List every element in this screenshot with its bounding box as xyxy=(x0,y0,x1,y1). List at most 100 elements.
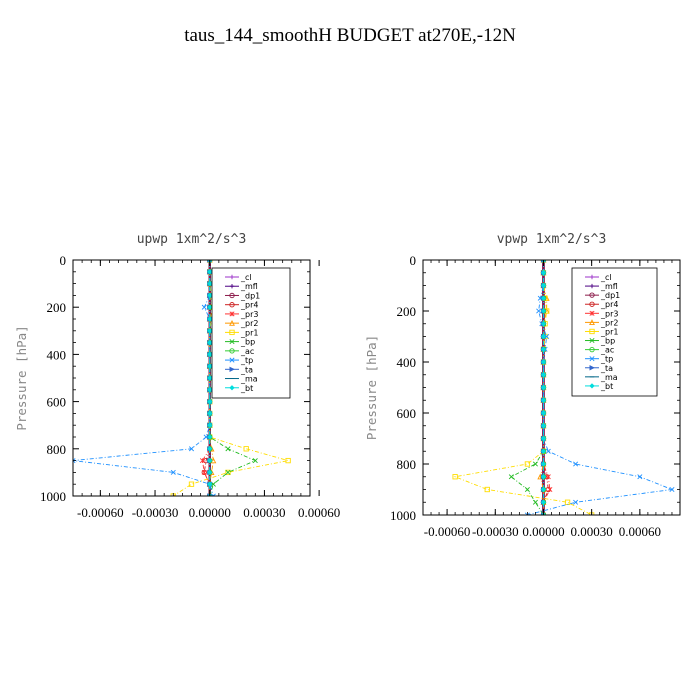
data-point-bt xyxy=(540,282,547,289)
data-point-bt xyxy=(207,280,213,287)
legend-label: _ta xyxy=(240,365,253,374)
data-point-bt xyxy=(540,474,547,480)
x-tick-label: -0.00060 xyxy=(77,505,124,520)
x-tick-label: 0.00030 xyxy=(571,524,613,539)
data-point-bp xyxy=(508,474,514,480)
legend-marker xyxy=(589,346,595,353)
data-point-pr3 xyxy=(547,486,553,493)
data-point-bt xyxy=(540,397,547,403)
legend-marker xyxy=(229,348,235,354)
data-point-bt xyxy=(207,398,213,405)
legend-marker xyxy=(229,292,235,299)
legend-marker xyxy=(589,283,595,289)
legend-marker xyxy=(229,339,235,345)
legend-label: _pr1 xyxy=(600,327,618,336)
legend-marker xyxy=(589,365,595,371)
data-point-pr1 xyxy=(285,457,291,464)
data-point-bp xyxy=(532,461,538,467)
y-tick-label: 800 xyxy=(47,442,67,457)
y-tick-label: 600 xyxy=(47,395,67,410)
legend-marker xyxy=(229,329,235,336)
x-tick-label: -0.00030 xyxy=(472,524,519,539)
legend-label: _ac xyxy=(240,347,254,356)
data-point-pr1 xyxy=(484,486,490,493)
y-tick-label: 600 xyxy=(397,406,417,421)
upwp-panel: upwp 1xm^2/s^3 Pressure [hPa] -0.00060 -0.0… xyxy=(14,232,340,520)
data-point-bp xyxy=(225,469,231,475)
legend-label: _tp xyxy=(600,355,613,364)
data-point-tp xyxy=(573,499,579,505)
x-tick-label: 0.00000 xyxy=(522,524,564,539)
data-point-bt xyxy=(540,448,547,454)
legend-marker xyxy=(229,319,235,326)
data-point-bt xyxy=(207,304,213,310)
data-point-bt xyxy=(540,499,547,505)
data-point-bp xyxy=(252,458,258,464)
data-point-pr3 xyxy=(201,469,207,475)
data-point-bt xyxy=(540,321,547,327)
legend-marker xyxy=(589,301,595,307)
legend-label: _cl xyxy=(240,273,252,282)
legend-marker xyxy=(589,274,595,280)
series-group xyxy=(73,260,291,496)
data-point-bt xyxy=(540,410,547,416)
data-point-bt xyxy=(207,328,213,334)
data-point-tp xyxy=(573,461,579,467)
data-point-bt xyxy=(207,316,213,322)
data-point-pr1 xyxy=(188,481,195,487)
x-tick-label: 0.00030 xyxy=(243,505,285,520)
data-point-tp xyxy=(637,474,643,480)
y-tick-label: 0 xyxy=(410,253,417,268)
data-point-bt xyxy=(540,423,547,429)
legend-label: _pr4 xyxy=(600,300,618,309)
data-point-tp xyxy=(210,493,216,496)
legend-marker xyxy=(589,292,595,298)
y-axis-label: Pressure [hPa] xyxy=(364,335,379,440)
data-point-pr1 xyxy=(243,446,249,452)
data-point-bt xyxy=(540,384,547,391)
legend-label: _tp xyxy=(240,356,253,365)
x-tick-label: -0.00060 xyxy=(424,524,471,539)
data-point-bt xyxy=(207,422,213,428)
x-tick-label: -0.00030 xyxy=(132,505,179,520)
data-point-bt xyxy=(207,269,213,275)
legend-label: _pr3 xyxy=(600,309,618,318)
legend-box xyxy=(571,267,658,397)
data-point-pr3 xyxy=(545,474,551,480)
legend-label: _dp1 xyxy=(600,291,620,300)
y-axis-label: Pressure [hPa] xyxy=(14,325,29,430)
data-point-bt xyxy=(207,292,213,299)
data-point-bt xyxy=(540,435,547,442)
data-point-pr3 xyxy=(199,458,205,464)
data-point-bt xyxy=(207,387,213,393)
x-tick-label: 0.00000 xyxy=(189,505,231,520)
legend-label: _pr4 xyxy=(240,301,258,310)
legend-label: _pr1 xyxy=(240,328,258,337)
data-point-bt xyxy=(540,359,547,365)
data-point-bt xyxy=(207,351,213,358)
legend-marker xyxy=(589,356,595,362)
legend: _cl_mfl_dp1_pr4_pr3_pr2_pr1_bp_ac_tp_ta_… xyxy=(211,267,291,399)
y-tick-label: 0 xyxy=(60,253,67,268)
data-point-bt xyxy=(540,372,547,378)
legend-label: _mfl xyxy=(240,282,258,291)
data-point-bt xyxy=(540,486,547,493)
legend-marker xyxy=(229,385,235,391)
x-tick-label: 0.00060 xyxy=(298,505,340,520)
data-point-bt xyxy=(540,295,547,301)
panel-title: vpwp 1xm^2/s^3 xyxy=(497,232,607,247)
figure-title: taus_144_smoothH BUDGET at270E,-12N xyxy=(184,25,516,46)
data-point-bp xyxy=(532,499,538,505)
legend-label: _cl xyxy=(600,273,612,282)
data-point-tp xyxy=(170,469,176,475)
legend-marker xyxy=(589,328,595,335)
data-point-bt xyxy=(207,481,213,487)
data-point-tp xyxy=(544,333,550,340)
data-point-bt xyxy=(540,461,547,467)
legend-label: _dp1 xyxy=(240,291,260,300)
data-point-bt xyxy=(207,469,213,476)
data-point-tp xyxy=(545,448,551,454)
data-point-bt xyxy=(207,446,213,452)
data-point-bt xyxy=(540,346,547,352)
legend-label: _ma xyxy=(240,375,258,384)
